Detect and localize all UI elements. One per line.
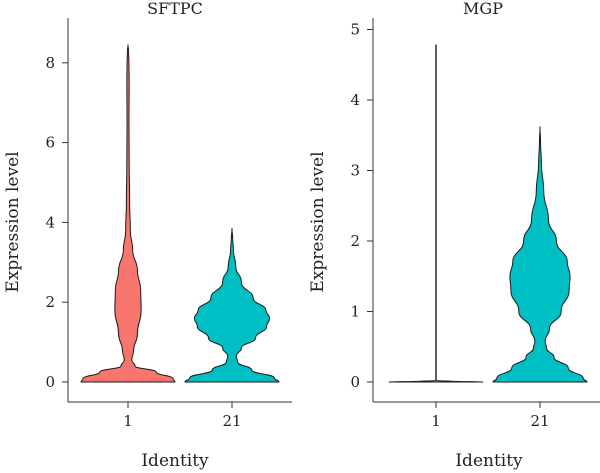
y-ticks: 0 1 2 3 4 5 xyxy=(350,21,373,391)
x-tick-label: 1 xyxy=(431,412,441,430)
violin-1 xyxy=(80,44,176,383)
y-tick-label: 5 xyxy=(350,21,360,39)
violin-21 xyxy=(184,227,280,383)
y-tick-label: 1 xyxy=(350,303,360,321)
violin-panel-sftpc: SFTPC Identity Expression level 0 2 4 6 8 1 2… xyxy=(3,0,292,471)
y-axis-title: Expression level xyxy=(3,151,23,292)
x-tick-label: 21 xyxy=(530,412,549,430)
y-ticks: 0 2 4 6 8 xyxy=(45,54,68,391)
violin-panel-mgp: MGP Identity Expression level 0 1 2 3 4 5 1 21 xyxy=(308,0,600,471)
x-axis-title: Identity xyxy=(455,451,523,471)
y-tick-label: 3 xyxy=(350,162,360,180)
x-ticks: 1 21 xyxy=(431,402,550,430)
x-tick-label: 21 xyxy=(222,412,241,430)
y-tick-label: 0 xyxy=(45,373,55,391)
x-ticks: 1 21 xyxy=(123,402,242,430)
violin-1 xyxy=(388,44,484,383)
y-tick-label: 0 xyxy=(350,373,360,391)
violin-layer xyxy=(388,44,588,383)
y-tick-label: 8 xyxy=(45,54,55,72)
y-tick-label: 2 xyxy=(350,232,360,250)
y-tick-label: 4 xyxy=(45,213,55,231)
x-axis-title: Identity xyxy=(141,451,209,471)
y-tick-label: 2 xyxy=(45,293,55,311)
violin-layer xyxy=(80,44,280,383)
chart-title: SFTPC xyxy=(147,0,203,18)
y-axis-title: Expression level xyxy=(308,151,328,292)
y-tick-label: 4 xyxy=(350,91,360,109)
x-tick-label: 1 xyxy=(123,412,133,430)
chart-title: MGP xyxy=(463,0,503,18)
violin-21 xyxy=(492,126,588,383)
y-tick-label: 6 xyxy=(45,134,55,152)
